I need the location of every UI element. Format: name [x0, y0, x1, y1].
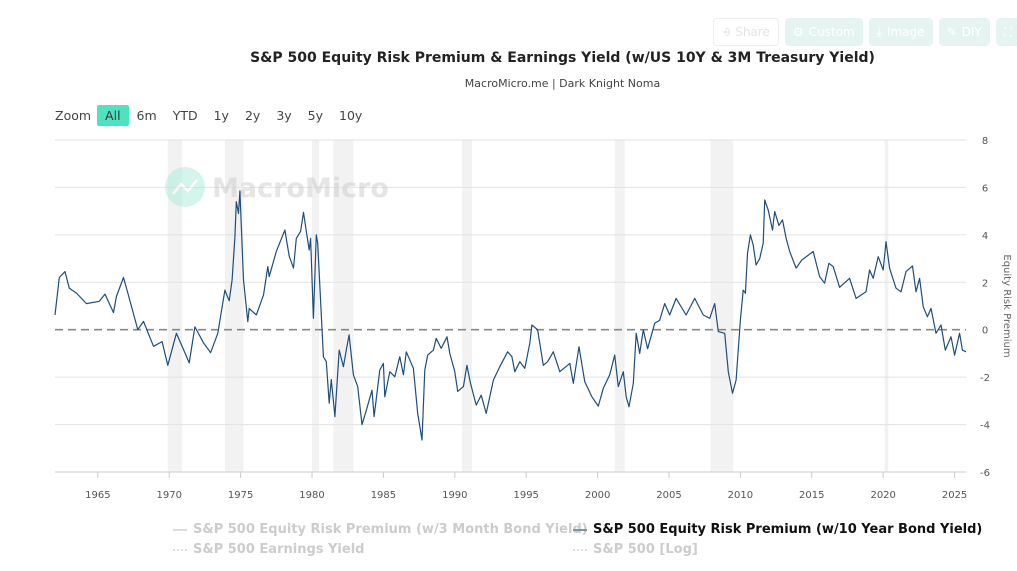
custom-label: Custom	[808, 25, 855, 39]
legend-item-earnings-yield[interactable]: S&P 500 Earnings Yield	[173, 542, 364, 557]
recession-band	[884, 140, 889, 472]
recession-band	[333, 140, 354, 472]
x-tick-label: 2015	[799, 490, 824, 501]
recession-band	[614, 140, 625, 472]
y-tick-label: 8	[982, 136, 988, 147]
legend-swatch	[573, 548, 587, 551]
y-tick-label: 0	[982, 326, 988, 337]
recession-band	[461, 140, 472, 472]
recession-band	[710, 140, 734, 472]
x-tick-label: 2025	[942, 490, 967, 501]
y-tick-label: 2	[982, 278, 988, 289]
download-icon: ⤓	[876, 24, 882, 39]
share-icon: ⨮	[722, 24, 731, 39]
expand-icon: ⛶	[1003, 24, 1013, 39]
x-tick-label: 1975	[228, 490, 253, 501]
x-tick-label: 1995	[513, 490, 538, 501]
legend-item-erp-10y[interactable]: S&P 500 Equity Risk Premium (w/10 Year B…	[573, 522, 982, 537]
legend-item-erp-3m[interactable]: S&P 500 Equity Risk Premium (w/3 Month B…	[173, 522, 588, 537]
recession-band	[224, 140, 244, 472]
y-axis-title: Equity Risk Premium	[1001, 254, 1012, 357]
legend-label: S&P 500 Equity Risk Premium (w/10 Year B…	[593, 522, 983, 537]
y-tick-label: -2	[980, 373, 990, 384]
custom-button[interactable]: ⚙ Custom	[784, 18, 863, 46]
zoom-5y-button[interactable]: 5y	[307, 108, 324, 123]
x-tick-label: 1980	[299, 490, 324, 501]
y-tick-label: 6	[982, 183, 988, 194]
chart-subtitle: MacroMicro.me | Dark Knight Noma	[464, 77, 661, 90]
image-button[interactable]: ⤓ Image	[868, 18, 933, 46]
zoom-3y-button[interactable]: 3y	[276, 108, 292, 123]
y-tick-label: 4	[982, 231, 988, 242]
legend-label: S&P 500 Earnings Yield	[193, 542, 365, 557]
share-label: Share	[735, 25, 770, 39]
zoom-6m-button[interactable]: 6m	[136, 108, 157, 123]
pencil-icon: ✎	[946, 25, 957, 39]
chart-toolbar: ⨮ Share ⚙ Custom ⤓ Image ✎ DIY ⛶	[713, 18, 1017, 46]
recession-band	[312, 140, 320, 472]
share-button[interactable]: ⨮ Share	[713, 18, 779, 46]
watermark-logo-glyph	[172, 179, 198, 195]
legend-label: S&P 500 Equity Risk Premium (w/3 Month B…	[193, 522, 588, 537]
legend-item-sp500-log[interactable]: S&P 500 [Log]	[573, 542, 698, 557]
fullscreen-button[interactable]: ⛶	[995, 18, 1017, 46]
zoom-10y-button[interactable]: 10y	[339, 108, 363, 123]
diy-label: DIY	[961, 25, 982, 39]
legend-swatch	[173, 528, 187, 531]
zoom-2y-button[interactable]: 2y	[244, 108, 261, 123]
y-tick-label: -6	[980, 468, 990, 479]
zoom-selector: Zoom All 6m YTD 1y 2y 3y 5y 10y	[55, 105, 370, 126]
x-tick-label: 1970	[157, 490, 182, 501]
zoom-ytd-button[interactable]: YTD	[172, 108, 198, 123]
y-tick-label: -4	[980, 421, 990, 432]
chart-title: S&P 500 Equity Risk Premium & Earnings Y…	[250, 50, 875, 66]
zoom-1y-button[interactable]: 1y	[213, 108, 229, 123]
x-tick-label: 2020	[870, 490, 895, 501]
watermark: MacroMicro	[165, 167, 389, 207]
x-tick-label: 1985	[371, 490, 396, 501]
watermark-text: MacroMicro	[212, 173, 389, 204]
series-line-erp-10y	[54, 190, 967, 441]
zoom-label: Zoom	[55, 108, 92, 123]
legend-label: S&P 500 [Log]	[593, 542, 698, 557]
x-tick-label: 2000	[585, 490, 610, 501]
x-tick-label: 1965	[85, 490, 110, 501]
x-tick-label: 2005	[656, 490, 681, 501]
image-label: Image	[886, 25, 925, 39]
diy-button[interactable]: ✎ DIY	[938, 18, 990, 46]
x-tick-label: 1990	[442, 490, 467, 501]
legend-swatch	[573, 528, 587, 531]
legend-swatch	[173, 548, 187, 551]
x-tick-label: 2010	[728, 490, 753, 501]
zoom-all-button[interactable]: All	[97, 105, 129, 126]
recession-band	[167, 140, 183, 472]
gear-icon: ⚙	[792, 25, 804, 39]
